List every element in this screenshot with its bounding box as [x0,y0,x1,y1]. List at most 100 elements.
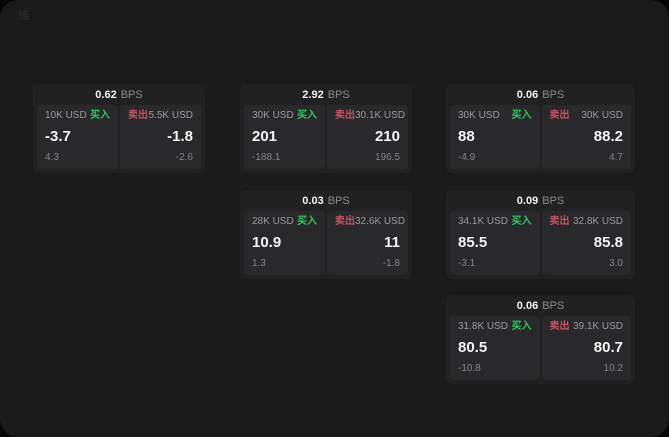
sell-delta: 3.0 [609,258,623,269]
buy-delta: -188.1 [252,152,281,163]
buy-cell-top: 28K USD 买入 [252,216,317,228]
sell-cell-top: 卖出 39.1K USD [550,321,624,333]
sell-delta: 196.5 [374,152,400,163]
quote-card: 2.92 BPS 30K USD 买入 201 -188.1 卖出 30.1K … [240,84,412,173]
sell-side-label: 卖出 [128,110,148,121]
buy-cell-top: 31.8K USD 买入 [458,321,532,333]
bps-header: 0.06 BPS [450,295,631,316]
buy-cell[interactable]: 30K USD 买入 88 -4.9 [450,105,540,169]
buy-side-label: 买入 [511,321,532,332]
bps-header: 2.92 BPS [244,84,408,105]
quote-card: 0.06 BPS 31.8K USD 买入 80.5 -10.8 卖出 39.1… [446,295,635,384]
sell-amount: 39.1K USD [572,321,623,332]
quote-card: 0.62 BPS 10K USD 买入 -3.7 4.3 卖出 5.5K USD… [33,84,205,173]
bps-value: 0.06 [516,299,539,312]
sell-price: 11 [384,234,400,251]
buy-cell-top: 34.1K USD 买入 [458,216,532,228]
buy-side-label: 买入 [297,216,317,227]
quote-card: 0.03 BPS 28K USD 买入 10.9 1.3 卖出 32.6K US… [240,190,412,279]
sell-amount: 30K USD [581,110,623,121]
sell-price: 80.7 [593,339,623,356]
bps-unit-label: BPS [327,88,350,101]
quote-body: 34.1K USD 买入 85.5 -3.1 卖出 32.8K USD 85.8… [450,211,631,275]
sell-cell-top: 卖出 30K USD [550,110,624,122]
buy-amount: 30K USD [252,110,294,121]
buy-price: -3.7 [45,128,71,145]
buy-price: 201 [252,128,278,145]
sell-cell-top: 卖出 32.6K USD [335,216,405,228]
sell-cell[interactable]: 卖出 39.1K USD 80.7 10.2 [541,316,631,380]
sell-side-label: 卖出 [335,110,355,121]
sell-side-label: 卖出 [549,321,570,332]
buy-side-label: 买入 [511,110,532,121]
sell-cell-top: 卖出 5.5K USD [128,110,193,122]
bps-unit-label: BPS [120,88,143,101]
buy-cell[interactable]: 28K USD 买入 10.9 1.3 [244,211,325,275]
bps-header: 0.06 BPS [450,84,631,105]
bps-unit-label: BPS [542,299,565,312]
sell-cell[interactable]: 卖出 30.1K USD 210 196.5 [327,105,408,169]
buy-amount: 28K USD [252,216,294,227]
buy-delta: -3.1 [458,258,476,269]
sell-delta: 4.7 [609,152,623,163]
buy-side-label: 买入 [511,216,532,227]
bps-header: 0.03 BPS [244,190,408,211]
sell-amount: 32.6K USD [355,216,406,227]
buy-cell[interactable]: 34.1K USD 买入 85.5 -3.1 [450,211,540,275]
bps-header: 0.62 BPS [37,84,201,105]
sell-price: 210 [374,128,400,145]
bps-value: 0.09 [516,194,539,207]
sell-delta: -1.8 [382,258,400,269]
quote-body: 30K USD 买入 201 -188.1 卖出 30.1K USD 210 1… [244,105,408,169]
quote-body: 28K USD 买入 10.9 1.3 卖出 32.6K USD 11 -1.8 [244,211,408,275]
buy-amount: 31.8K USD [458,321,509,332]
quote-card: 0.09 BPS 34.1K USD 买入 85.5 -3.1 卖出 32.8K… [446,190,635,279]
sell-side-label: 卖出 [549,216,570,227]
bps-value: 2.92 [302,88,324,101]
quote-body: 10K USD 买入 -3.7 4.3 卖出 5.5K USD -1.8 -2.… [37,105,201,169]
buy-side-label: 买入 [297,110,317,121]
sell-cell-top: 卖出 30.1K USD [335,110,405,122]
bps-value: 0.62 [95,88,117,101]
buy-side-label: 买入 [90,110,110,121]
bps-unit-label: BPS [542,88,565,101]
buy-delta: 4.3 [45,152,59,163]
buy-price: 80.5 [458,339,488,356]
sell-delta: 10.2 [603,363,623,374]
sell-cell[interactable]: 卖出 30K USD 88.2 4.7 [541,105,631,169]
sell-price: -1.8 [167,128,193,145]
buy-delta: -4.9 [458,152,476,163]
buy-amount: 34.1K USD [458,216,509,227]
buy-amount: 30K USD [458,110,500,121]
buy-cell-top: 30K USD 买入 [252,110,317,122]
sell-side-label: 卖出 [335,216,355,227]
buy-price: 88 [458,128,475,145]
sell-amount: 5.5K USD [148,110,193,121]
buy-cell[interactable]: 30K USD 买入 201 -188.1 [244,105,325,169]
buy-cell[interactable]: 31.8K USD 买入 80.5 -10.8 [450,316,540,380]
buy-cell-top: 10K USD 买入 [45,110,110,122]
buy-price: 10.9 [252,234,282,251]
sell-cell[interactable]: 卖出 32.6K USD 11 -1.8 [327,211,408,275]
bps-value: 0.06 [516,88,539,101]
bps-unit-label: BPS [542,194,565,207]
sell-cell[interactable]: 卖出 5.5K USD -1.8 -2.6 [120,105,201,169]
watermark-glyph: 維 [18,8,31,22]
quote-body: 31.8K USD 买入 80.5 -10.8 卖出 39.1K USD 80.… [450,316,631,380]
buy-delta: 1.3 [252,258,266,269]
sell-price: 88.2 [593,128,623,145]
quote-body: 30K USD 买入 88 -4.9 卖出 30K USD 88.2 4.7 [450,105,631,169]
bps-value: 0.03 [302,194,324,207]
buy-amount: 10K USD [45,110,87,121]
sell-amount: 30.1K USD [355,110,406,121]
buy-price: 85.5 [458,234,488,251]
sell-price: 85.8 [593,234,623,251]
buy-cell-top: 30K USD 买入 [458,110,532,122]
sell-cell[interactable]: 卖出 32.8K USD 85.8 3.0 [541,211,631,275]
sell-delta: -2.6 [175,152,193,163]
buy-cell[interactable]: 10K USD 买入 -3.7 4.3 [37,105,118,169]
quote-card: 0.06 BPS 30K USD 买入 88 -4.9 卖出 30K USD 8… [446,84,635,173]
bps-header: 0.09 BPS [450,190,631,211]
bps-unit-label: BPS [327,194,350,207]
